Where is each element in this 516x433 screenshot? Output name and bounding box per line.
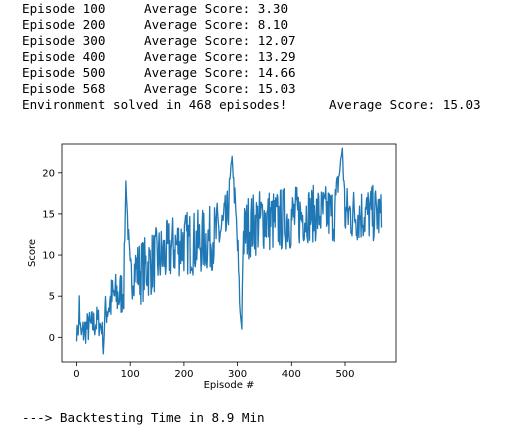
x-tick-label: 300	[228, 369, 247, 380]
y-tick-label: 10	[42, 251, 55, 262]
log-line-500: Episode 500 Average Score: 14.66	[22, 65, 481, 81]
plot-frame	[61, 143, 397, 363]
episode-label: Episode 500	[22, 65, 106, 80]
episode-label: Episode 568	[22, 81, 106, 96]
y-axis-label: Score	[27, 239, 38, 267]
log-line-568: Episode 568 Average Score: 15.03	[22, 81, 481, 97]
log-line-100: Episode 100 Average Score: 3.30	[22, 1, 481, 17]
y-axis-ticks: 0 5 10 15 20	[42, 168, 62, 344]
log-line-300: Episode 300 Average Score: 12.07	[22, 33, 481, 49]
y-tick-label: 0	[49, 333, 55, 344]
average-score: Average Score: 15.03	[144, 81, 296, 96]
x-axis-label: Episode #	[204, 380, 255, 391]
x-tick-label: 400	[282, 369, 301, 380]
average-score: Average Score: 12.07	[144, 33, 296, 48]
y-tick-label: 20	[42, 168, 55, 179]
y-tick-label: 5	[49, 292, 55, 303]
episode-label: Episode 200	[22, 17, 106, 32]
average-score: Average Score: 13.29	[144, 49, 296, 64]
training-log: Episode 100 Average Score: 3.30 Episode 20…	[22, 1, 481, 113]
plot-area	[62, 144, 396, 362]
average-score: Average Score: 3.30	[144, 1, 289, 16]
solved-average-score: Average Score: 15.03	[329, 97, 481, 112]
average-score: Average Score: 14.66	[144, 65, 296, 80]
score-series-line	[75, 147, 383, 355]
episode-label: Episode 400	[22, 49, 106, 64]
episode-label: Episode 300	[22, 33, 106, 48]
x-tick-label: 500	[335, 369, 354, 380]
backtesting-time: ---> Backtesting Time in 8.9 Min	[22, 410, 265, 425]
solved-message: Environment solved in 468 episodes!	[22, 97, 288, 112]
score-chart: 0 5 10 15 20 0 100 200 300 400 500 Episode # Scor…	[27, 143, 397, 391]
episode-label: Episode 100	[22, 1, 106, 16]
solved-line: Environment solved in 468 episodes! Avera…	[22, 97, 481, 113]
x-tick-label: 200	[174, 369, 193, 380]
log-line-200: Episode 200 Average Score: 8.10	[22, 17, 481, 33]
average-score: Average Score: 8.10	[144, 17, 289, 32]
x-axis-ticks: 0 100 200 300 400 500	[73, 362, 355, 380]
log-line-400: Episode 400 Average Score: 13.29	[22, 49, 481, 65]
y-tick-label: 15	[42, 209, 55, 220]
x-tick-label: 0	[73, 369, 79, 380]
x-tick-label: 100	[121, 369, 140, 380]
